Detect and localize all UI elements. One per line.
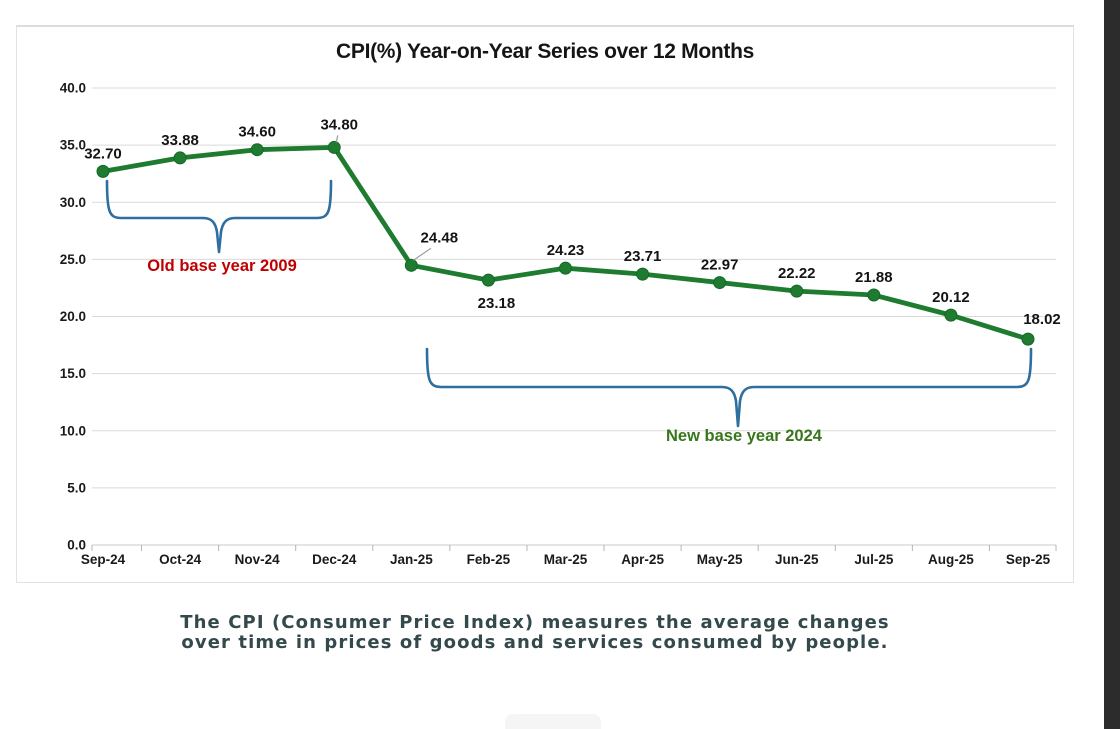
data-point-marker [96,164,110,178]
data-point-marker [173,151,187,165]
label-leader-line [335,135,339,143]
data-point-label: 22.97 [701,257,739,274]
window-edge-strip [1104,0,1120,729]
new-base-year-label: New base year 2024 [666,427,823,445]
data-point-label: 34.60 [238,124,276,141]
data-point-marker [558,261,572,275]
caption-line-2: over time in prices of goods and service… [181,632,889,653]
x-axis-tick-label: Feb-25 [467,552,511,567]
x-axis-tick-label: Aug-25 [928,552,974,567]
data-point-label: 20.12 [932,289,970,306]
data-point-label: 34.80 [320,116,358,133]
x-axis-tick-label: May-25 [697,552,743,567]
x-axis-tick-label: Sep-25 [1006,552,1051,567]
data-point-label: 22.22 [778,265,816,282]
label-leader-line [412,247,432,261]
data-point-label: 21.88 [855,269,893,286]
x-axis-tick-label: Apr-25 [621,552,664,567]
data-point-label: 24.23 [547,242,585,259]
y-axis-tick-label: 30.0 [60,195,86,210]
x-axis-tick-label: Dec-24 [312,552,357,567]
data-point-label: 18.02 [1023,311,1061,328]
y-axis-tick-label: 0.0 [67,538,86,553]
data-point-marker [327,140,341,154]
data-point-marker [250,143,264,157]
data-point-label: 23.71 [624,248,662,265]
y-axis-tick-label: 15.0 [60,366,86,381]
data-point-label: 24.48 [421,229,459,246]
y-axis-tick-label: 25.0 [60,252,86,267]
x-axis-tick-label: Sep-24 [81,552,126,567]
x-axis-tick-label: Jun-25 [775,552,819,567]
data-point-marker [636,267,650,281]
data-point-label: 33.88 [161,132,199,149]
data-point-marker [867,288,881,302]
chart-title: CPI(%) Year-on-Year Series over 12 Month… [336,40,754,63]
data-point-marker [404,258,418,272]
x-axis-tick-label: Jan-25 [390,552,433,567]
data-point-label: 32.70 [84,145,122,162]
old-base-year-label: Old base year 2009 [147,257,297,275]
partial-element-peek [505,714,601,729]
old-base-year-brace [105,179,333,254]
data-point-label: 23.18 [478,295,516,312]
x-axis-tick-label: Oct-24 [159,552,202,567]
data-point-marker [1021,332,1035,346]
caption-line-1: The CPI (Consumer Price Index) measures … [180,612,890,633]
y-axis-tick-label: 40.0 [60,81,86,96]
y-axis-tick-label: 35.0 [60,138,86,153]
y-axis-tick-label: 10.0 [60,423,86,438]
chart-caption: The CPI (Consumer Price Index) measures … [0,613,1070,653]
y-axis-tick-label: 20.0 [60,309,86,324]
cpi-chart-frame [16,25,1074,583]
x-axis-tick-label: Jul-25 [854,552,894,567]
data-point-marker [790,284,804,298]
data-point-marker [713,276,727,290]
x-axis-tick-label: Nov-24 [235,552,281,567]
data-point-marker [481,273,495,287]
new-base-year-brace [425,347,1033,428]
data-point-marker [944,308,958,322]
y-axis-tick-label: 5.0 [67,480,86,495]
x-axis-tick-label: Mar-25 [544,552,588,567]
